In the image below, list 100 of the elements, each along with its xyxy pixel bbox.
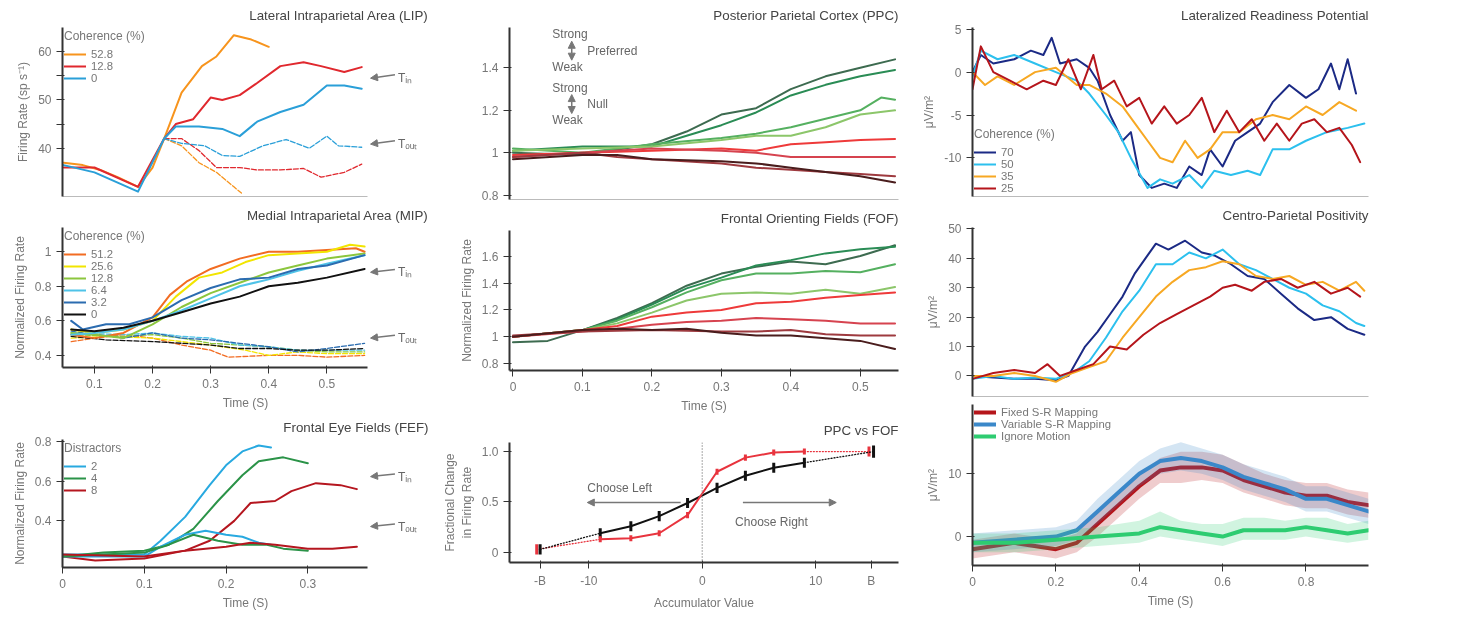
x-tick-label: 0.2 xyxy=(144,376,162,391)
legend-label: 8 xyxy=(91,484,99,496)
y-tick-label: 1.0 xyxy=(481,445,499,460)
legend-label: 25 xyxy=(1001,182,1015,194)
legend-label: 70 xyxy=(1001,146,1015,158)
legend-label: 2 xyxy=(91,460,99,472)
x-axis-title: Time (S) xyxy=(681,398,727,413)
legend-label: 6.4 xyxy=(91,284,108,296)
legend-label: 35 xyxy=(1001,170,1015,182)
y-tick-label: 0.4 xyxy=(34,348,52,363)
chart-title: Lateral Intraparietal Area (LIP) xyxy=(249,7,428,23)
y-tick-label: 0.8 xyxy=(34,434,52,449)
x-tick-label: B xyxy=(867,573,876,588)
x-tick-label: 0 xyxy=(969,574,977,589)
y-tick-label: -5 xyxy=(950,108,962,123)
x-axis-title: Time (S) xyxy=(222,395,269,410)
x-tick-label: 0.2 xyxy=(643,379,661,394)
chart-title: PPC vs FOF xyxy=(823,422,899,438)
x-tick-label: 0.3 xyxy=(713,379,731,394)
y-tick-label: 1 xyxy=(491,330,499,345)
y-tick-label: 40 xyxy=(948,251,962,266)
legend-title: Distractors xyxy=(64,441,122,455)
y-tick-label: 0 xyxy=(954,530,962,545)
text: Tᵢₙ xyxy=(398,71,413,86)
y-tick-label: 0 xyxy=(954,65,962,80)
x-tick-label: 0.5 xyxy=(851,379,869,394)
y-tick-label: 0.8 xyxy=(481,357,499,372)
y-tick-label: 1.6 xyxy=(481,249,499,264)
legend-label: 52.8 xyxy=(91,48,114,60)
chart-title: Frontal Orienting Fields (FOF) xyxy=(720,210,899,226)
y-tick-label: 40 xyxy=(38,141,52,156)
x-tick-label: 0.3 xyxy=(299,576,317,591)
y-tick-label: 0.6 xyxy=(34,314,52,329)
x-tick-label: 0.8 xyxy=(1297,574,1315,589)
y-axis-title: Firing Rate (sp s⁻¹) xyxy=(16,61,31,163)
y-tick-label: 1.2 xyxy=(481,103,499,118)
legend-title: Coherence (%) xyxy=(64,229,145,243)
y-axis-title: μV/m² xyxy=(926,468,941,502)
legend-label: 4 xyxy=(91,472,99,484)
annotation: Weak xyxy=(552,113,584,128)
y-tick-label: -10 xyxy=(944,151,962,166)
x-tick-label: 0.3 xyxy=(202,376,220,391)
text: Tₒᵤₜ xyxy=(398,519,418,534)
annotation: Null xyxy=(587,97,608,112)
legend-label: 3.2 xyxy=(91,296,108,308)
legend-label: 50 xyxy=(1001,158,1015,170)
y-tick-label: 10 xyxy=(948,467,962,482)
annotation: Weak xyxy=(552,60,584,75)
chart-title: Frontal Eye Fields (FEF) xyxy=(283,419,429,435)
legend-label: Variable S-R Mapping xyxy=(1001,418,1111,430)
x-tick-label: 0 xyxy=(698,573,706,588)
annotation: Strong xyxy=(552,80,588,95)
x-axis-title: Accumulator Value xyxy=(654,595,755,610)
legend-label: 12.8 xyxy=(91,272,114,284)
legend-label: Fixed S-R Mapping xyxy=(1001,406,1098,418)
y-tick-label: 50 xyxy=(948,222,962,237)
y-axis-title: μV/m² xyxy=(922,95,937,129)
legend-label: 12.8 xyxy=(91,60,114,72)
y-tick-label: 1.4 xyxy=(481,276,499,291)
annotation: Choose Left xyxy=(587,481,653,496)
x-tick-label: 0.1 xyxy=(86,376,104,391)
y-axis-title: Normalized Firing Rate xyxy=(12,441,27,565)
x-tick-label: 0.5 xyxy=(318,376,336,391)
x-tick-label: 0.4 xyxy=(782,379,800,394)
y-tick-label: 0.6 xyxy=(34,474,52,489)
legend-title: Coherence (%) xyxy=(974,127,1055,141)
annotation: Strong xyxy=(552,27,588,42)
legend-label: 25.6 xyxy=(91,260,114,272)
annotation: Preferred xyxy=(587,43,638,58)
x-tick-label: 0 xyxy=(59,576,67,591)
x-axis-title: Time (S) xyxy=(222,595,269,610)
y-axis-title: Normalized Firing Rate xyxy=(459,238,474,362)
chart-title: Lateralized Readiness Potential xyxy=(1181,7,1369,23)
chart-title: Medial Intraparietal Area (MIP) xyxy=(247,207,428,223)
x-tick-label: 0.2 xyxy=(217,576,235,591)
text: Tᵢₙ xyxy=(398,265,413,280)
y-tick-label: 5 xyxy=(954,22,962,37)
legend-label: 51.2 xyxy=(91,248,114,260)
y-tick-label: 1 xyxy=(44,245,52,260)
legend-label: Ignore Motion xyxy=(1001,430,1071,442)
y-tick-label: 0.8 xyxy=(481,188,499,203)
text: Tᵢₙ xyxy=(398,469,413,484)
y-tick-label: 50 xyxy=(38,93,52,108)
y-tick-label: 0.4 xyxy=(34,514,52,529)
y-tick-label: 0.5 xyxy=(481,495,499,510)
y-tick-label: 1 xyxy=(491,146,499,161)
text: Tₒᵤₜ xyxy=(398,331,418,346)
y-tick-label: 10 xyxy=(948,340,962,355)
legend-label: 0 xyxy=(91,72,99,84)
x-tick-label: 0.4 xyxy=(1130,574,1148,589)
y-axis-title: Fractional Change in Firing Rate xyxy=(443,453,474,552)
y-axis-title: Normalized Firing Rate xyxy=(12,235,27,359)
y-tick-label: 0 xyxy=(491,545,499,560)
text: Tₒᵤₜ xyxy=(398,137,418,152)
x-tick-label: 0.4 xyxy=(260,376,278,391)
annotation: Choose Right xyxy=(735,514,809,529)
y-tick-label: 30 xyxy=(948,281,962,296)
chart-title: Centro-Parietal Positivity xyxy=(1222,207,1369,223)
legend-title: Coherence (%) xyxy=(64,29,145,43)
y-tick-label: 1.2 xyxy=(481,303,499,318)
